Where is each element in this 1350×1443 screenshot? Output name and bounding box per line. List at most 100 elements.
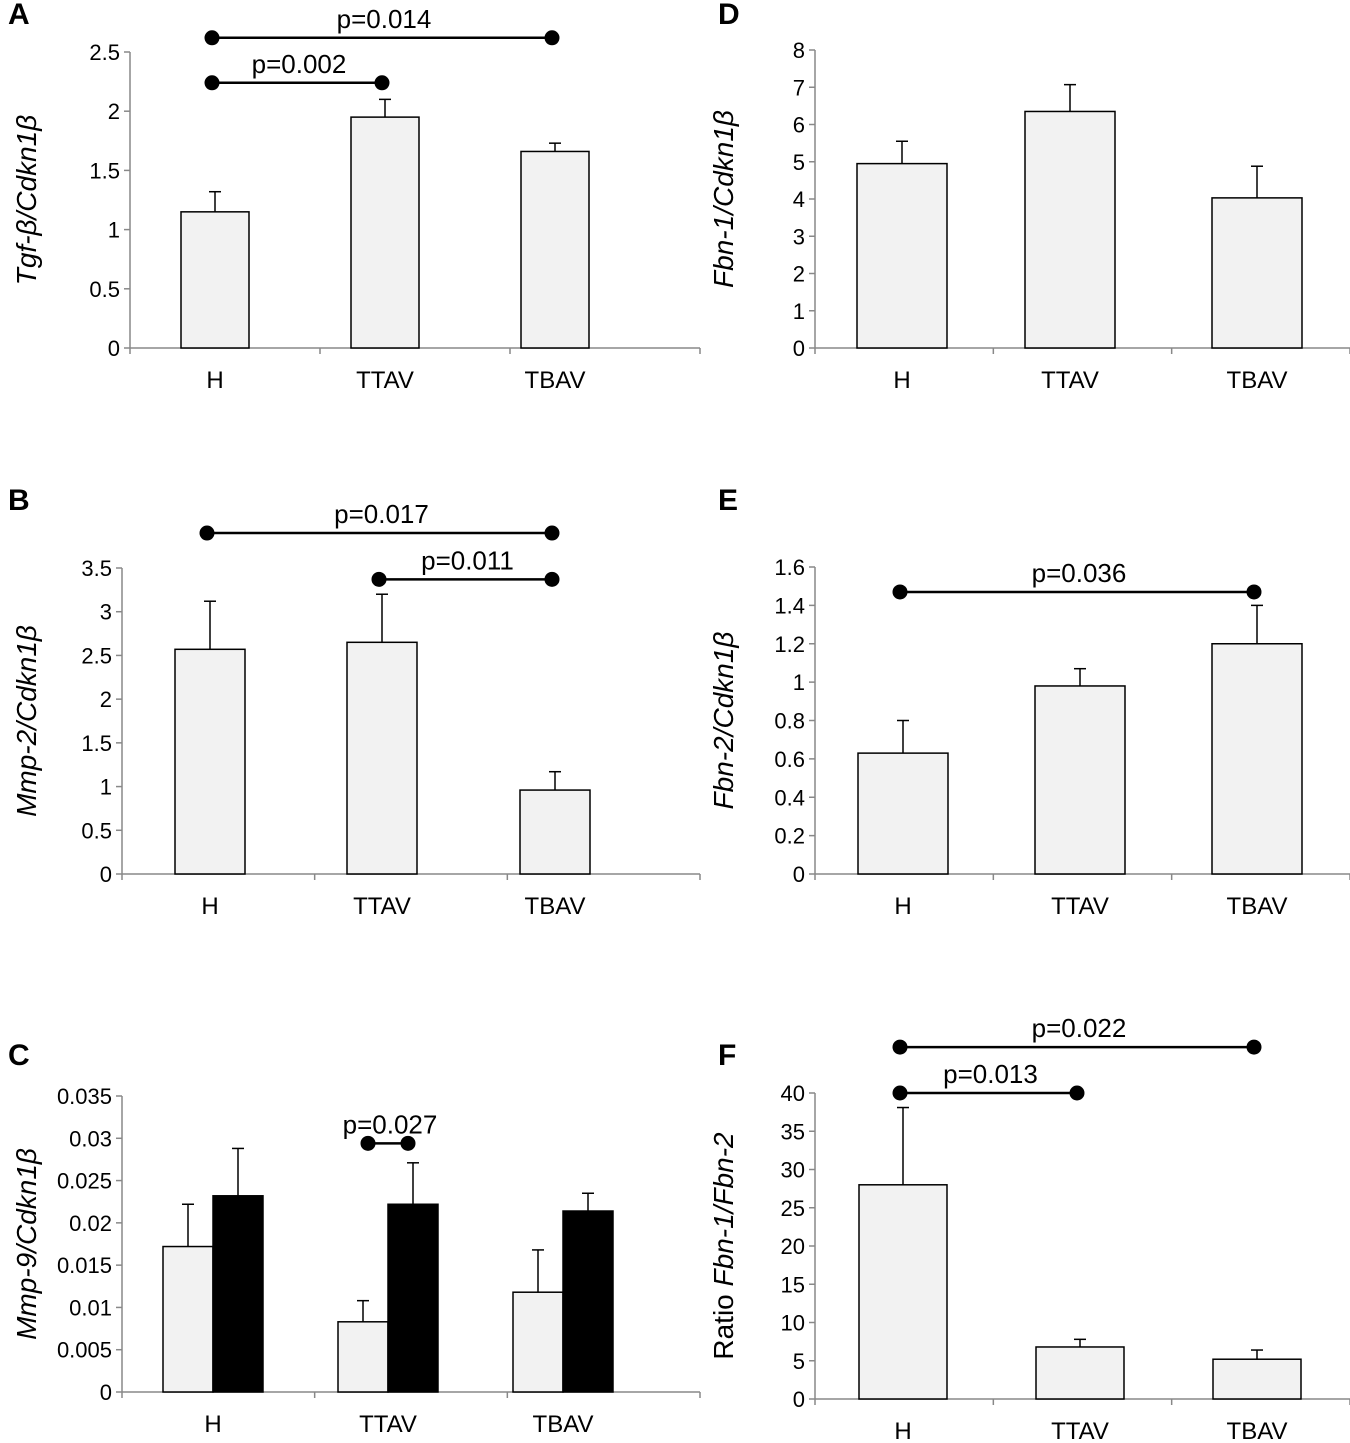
x-category-label: TTAV: [1041, 367, 1099, 394]
bar: [346, 641, 418, 875]
y-tick-label: 3: [793, 224, 805, 249]
bar: [162, 1245, 214, 1393]
y-tick-label: 30: [781, 1158, 805, 1183]
x-category-label: TBAV: [533, 1411, 594, 1438]
bar: [857, 752, 949, 875]
y-axis-label-italic: Fbn-2/Cdkn1β: [708, 632, 739, 810]
y-tick-label: 6: [793, 113, 805, 138]
y-tick-label: 0.03: [69, 1126, 112, 1151]
y-tick-label: 1: [793, 670, 805, 695]
y-axis-label-italic: Mmp-2/Cdkn1β: [11, 625, 42, 817]
p-value-label: p=0.017: [334, 499, 429, 529]
panel-b: B Mmp-2/Cdkn1β 0 0.5 1 1.5 2 2.5 3 3.5 H TTAV TBAV p=…: [8, 484, 701, 920]
p-value-label: p=0.022: [1032, 1013, 1127, 1043]
panel-letter: A: [8, 0, 30, 31]
x-category-label: TBAV: [525, 893, 586, 920]
p-value-label: p=0.027: [343, 1109, 438, 1139]
y-axis-label-prefix: Ratio: [708, 1286, 739, 1359]
significance-dot: [544, 525, 560, 541]
bar: [562, 1210, 614, 1393]
y-axis-label-italic: Tgf-β/Cdkn1β: [11, 115, 42, 286]
y-tick-label: 7: [793, 75, 805, 100]
x-category-label: H: [893, 367, 910, 394]
significance-dot: [360, 1135, 376, 1151]
y-axis-label-italic: Fbn-1/Cdkn1β: [708, 110, 739, 288]
bar: [212, 1195, 264, 1393]
y-tick-label: 1.6: [774, 555, 805, 580]
panel-d: D Fbn-1/Cdkn1β 0 1 2 3 4 5 6 7 8 H TTAV TBAV: [708, 0, 1350, 394]
bar: [1211, 197, 1303, 349]
bar: [1212, 1358, 1302, 1400]
panel-c: C Mmp-9/Cdkn1β 0 0.005 0.01 0.015 0.02 0.025 0.0…: [8, 1039, 701, 1438]
y-tick-label: 0.015: [57, 1253, 112, 1278]
x-category-label: H: [894, 1418, 911, 1443]
significance-dot: [1069, 1085, 1085, 1101]
x-category-label: TTAV: [1051, 893, 1109, 920]
y-tick-label: 2.5: [89, 40, 120, 65]
x-category-label: TTAV: [353, 893, 411, 920]
p-value-label: p=0.014: [337, 4, 432, 34]
y-tick-label: 20: [781, 1234, 805, 1259]
y-tick-label: 1.5: [89, 158, 120, 183]
x-category-label: H: [201, 893, 218, 920]
x-category-label: TBAV: [1227, 1418, 1288, 1443]
bar: [1035, 1346, 1125, 1400]
y-tick-label: 0.6: [774, 747, 805, 772]
y-tick-label: 0.025: [57, 1169, 112, 1194]
p-value-label: p=0.011: [421, 545, 514, 575]
y-tick-label: 5: [793, 150, 805, 175]
bar: [858, 1184, 948, 1400]
y-axis-label: Mmp-9/Cdkn1β: [11, 1148, 42, 1340]
y-tick-label: 1.5: [81, 731, 112, 756]
x-category-label: H: [206, 367, 223, 394]
bar: [512, 1291, 564, 1393]
bar: [519, 789, 591, 875]
significance-dot: [204, 30, 220, 46]
panel-letter: C: [8, 1039, 30, 1072]
panel-letter: B: [8, 484, 30, 517]
bar: [1034, 685, 1126, 875]
bar: [1024, 110, 1116, 349]
significance-dot: [371, 571, 387, 587]
significance-dot: [544, 571, 560, 587]
y-tick-label: 0.02: [69, 1211, 112, 1236]
y-tick-label: 1.4: [774, 593, 805, 618]
x-category-label: TBAV: [1227, 367, 1288, 394]
y-tick-label: 0.4: [774, 785, 805, 810]
y-tick-label: 25: [781, 1196, 805, 1221]
y-tick-label: 15: [781, 1272, 805, 1297]
y-tick-label: 2: [793, 262, 805, 287]
panel-letter: E: [718, 484, 738, 517]
significance-dot: [1246, 584, 1262, 600]
p-value-label: p=0.036: [1032, 558, 1127, 588]
y-tick-label: 10: [781, 1311, 805, 1336]
significance-dot: [1246, 1039, 1262, 1055]
bar: [337, 1321, 389, 1393]
panel-a: A Tgf-β/Cdkn1β 0 0.5 1 1.5 2 2.5 H TTAV TBAV p=0.00…: [8, 0, 701, 394]
y-tick-label: 1: [100, 775, 112, 800]
y-tick-label: 0: [793, 1387, 805, 1412]
y-axis-label: Tgf-β/Cdkn1β: [11, 115, 42, 286]
y-axis-label: Mmp-2/Cdkn1β: [11, 625, 42, 817]
significance-dot: [892, 584, 908, 600]
y-tick-label: 0.035: [57, 1084, 112, 1109]
y-tick-label: 3: [100, 600, 112, 625]
p-value-label: p=0.013: [943, 1059, 1038, 1089]
y-tick-label: 2.5: [81, 643, 112, 668]
significance-dot: [204, 75, 220, 91]
panel-letter: D: [718, 0, 740, 31]
panel-e: E Fbn-2/Cdkn1β 0 0.2 0.4 0.6 0.8 1 1.2 1.4 1.6 H TTA…: [708, 484, 1350, 920]
p-value-label: p=0.002: [252, 49, 347, 79]
y-tick-label: 1: [793, 299, 805, 324]
y-tick-label: 5: [793, 1349, 805, 1374]
y-tick-label: 0.8: [774, 709, 805, 734]
x-category-label: TTAV: [1051, 1418, 1109, 1443]
significance-dot: [199, 525, 215, 541]
y-tick-label: 0: [100, 862, 112, 887]
x-category-label: TBAV: [1227, 893, 1288, 920]
x-category-label: H: [204, 1411, 221, 1438]
significance-dot: [892, 1039, 908, 1055]
bar: [180, 211, 250, 349]
bar: [520, 150, 590, 349]
y-tick-label: 1: [108, 218, 120, 243]
